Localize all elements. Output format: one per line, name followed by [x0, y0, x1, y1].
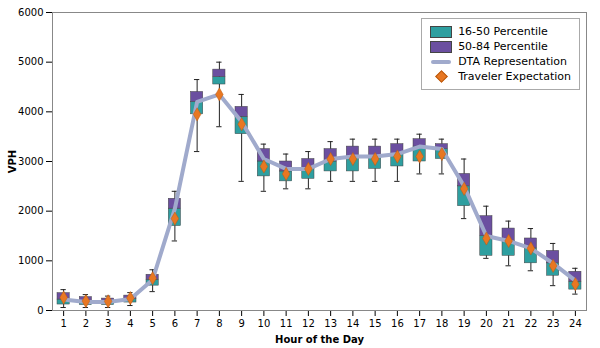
svg-text:14: 14 [347, 318, 360, 329]
svg-text:3: 3 [105, 318, 111, 329]
svg-text:16: 16 [391, 318, 404, 329]
svg-text:5000: 5000 [18, 56, 43, 67]
svg-text:11: 11 [280, 318, 293, 329]
svg-text:5: 5 [149, 318, 155, 329]
html-text:DTA Representation: DTA Representation [458, 55, 567, 68]
svg-text:24: 24 [569, 318, 582, 329]
svg-text:23: 23 [547, 318, 560, 329]
svg-text:3000: 3000 [18, 156, 43, 167]
html-text:16-50 Percentile: 16-50 Percentile [458, 25, 548, 38]
svg-text:12: 12 [302, 318, 315, 329]
svg-text:6: 6 [172, 318, 178, 329]
svg-text:4000: 4000 [18, 106, 43, 117]
svg-text:4: 4 [127, 318, 133, 329]
svg-text:15: 15 [369, 318, 382, 329]
svg-text:0: 0 [37, 305, 43, 316]
svg-text:Hour of the Day: Hour of the Day [275, 334, 364, 345]
svg-text:2: 2 [83, 318, 89, 329]
svg-text:6000: 6000 [18, 7, 43, 18]
html-text:Traveler Expectation: Traveler Expectation [458, 70, 571, 83]
svg-text:1: 1 [60, 318, 66, 329]
svg-text:7: 7 [194, 318, 200, 329]
svg-text:17: 17 [413, 318, 426, 329]
svg-text:VPH: VPH [7, 150, 18, 173]
svg-text:8: 8 [216, 318, 222, 329]
svg-text:13: 13 [324, 318, 337, 329]
svg-text:10: 10 [258, 318, 271, 329]
svg-text:9: 9 [238, 318, 244, 329]
svg-text:22: 22 [525, 318, 538, 329]
svg-text:21: 21 [502, 318, 515, 329]
svg-text:1000: 1000 [18, 255, 43, 266]
svg-text:19: 19 [458, 318, 471, 329]
svg-text:2000: 2000 [18, 205, 43, 216]
svg-text:20: 20 [480, 318, 493, 329]
html-text:50-84 Percentile: 50-84 Percentile [458, 40, 548, 53]
svg-text:18: 18 [436, 318, 449, 329]
